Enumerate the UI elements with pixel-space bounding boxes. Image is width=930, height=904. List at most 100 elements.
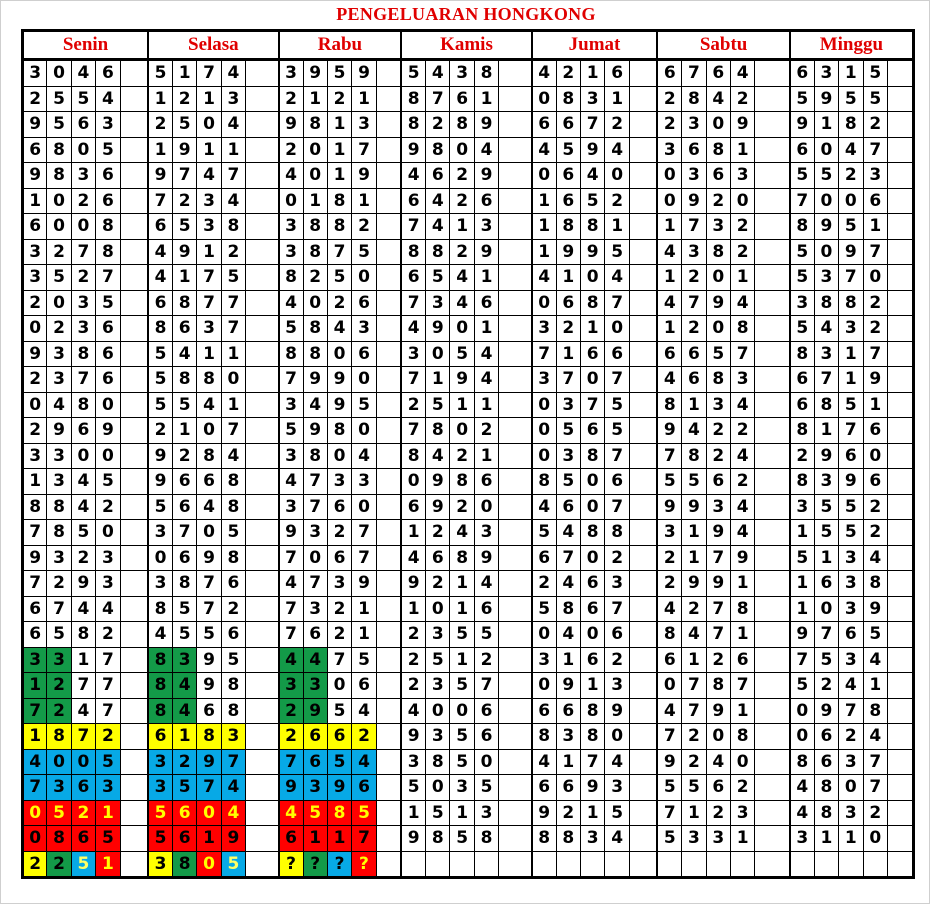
digit-cell: 2 bbox=[681, 264, 707, 291]
spacer-cell bbox=[245, 289, 280, 316]
spacer-cell bbox=[628, 340, 659, 367]
digit-cell: 3 bbox=[580, 85, 606, 112]
digit-cell: 7 bbox=[277, 621, 304, 648]
digit-cell: 6 bbox=[473, 595, 500, 622]
digit-cell: 1 bbox=[813, 544, 840, 571]
digit-cell: 1 bbox=[656, 264, 683, 291]
digit-cell: 4 bbox=[530, 264, 557, 291]
digit-cell: ? bbox=[302, 850, 328, 878]
spacer-cell bbox=[886, 672, 915, 699]
spacer-cell bbox=[375, 468, 403, 495]
digit-cell: 0 bbox=[473, 748, 500, 775]
digit-cell: 3 bbox=[555, 391, 582, 418]
spacer-cell bbox=[628, 391, 659, 418]
digit-cell: 7 bbox=[580, 748, 606, 775]
digit-cell: 6 bbox=[21, 136, 48, 163]
digit-cell: ? bbox=[351, 850, 377, 878]
digit-cell: 5 bbox=[147, 59, 173, 87]
spacer-cell bbox=[754, 748, 791, 775]
digit-cell: 5 bbox=[449, 672, 475, 699]
digit-cell: 1 bbox=[95, 850, 121, 878]
digit-cell: 7 bbox=[555, 366, 582, 393]
spacer-cell bbox=[375, 493, 403, 520]
digit-cell: 2 bbox=[326, 621, 353, 648]
digit-cell: 3 bbox=[425, 723, 451, 750]
day-header-rabu: Rabu bbox=[277, 30, 402, 61]
spacer-cell bbox=[245, 825, 280, 852]
spacer-cell bbox=[498, 315, 533, 342]
spacer-cell bbox=[375, 723, 403, 750]
digit-cell: 8 bbox=[604, 519, 630, 546]
digit-cell: 9 bbox=[196, 544, 222, 571]
spacer-cell bbox=[628, 723, 659, 750]
digit-cell: 0 bbox=[351, 493, 377, 520]
digit-cell: 8 bbox=[70, 340, 97, 367]
digit-cell: 3 bbox=[813, 340, 840, 367]
digit-cell bbox=[656, 850, 683, 878]
spacer-cell bbox=[754, 697, 791, 724]
digit-cell: 6 bbox=[171, 799, 198, 826]
digit-cell: 2 bbox=[681, 723, 707, 750]
spacer-cell bbox=[245, 238, 280, 265]
digit-cell bbox=[838, 850, 864, 878]
digit-cell: 0 bbox=[580, 366, 606, 393]
digit-cell: 2 bbox=[46, 672, 72, 699]
spacer-cell bbox=[886, 59, 915, 87]
digit-cell: 7 bbox=[681, 213, 707, 240]
digit-cell: 7 bbox=[70, 366, 97, 393]
spacer-cell bbox=[245, 799, 280, 826]
digit-cell: 5 bbox=[604, 238, 630, 265]
digit-cell: 1 bbox=[813, 825, 840, 852]
spacer-cell bbox=[754, 59, 791, 87]
digit-cell: 5 bbox=[326, 748, 353, 775]
digit-cell: 7 bbox=[788, 646, 815, 673]
digit-cell: 8 bbox=[705, 238, 731, 265]
digit-cell: 1 bbox=[473, 85, 500, 112]
digit-cell: 2 bbox=[473, 417, 500, 444]
digit-cell: 9 bbox=[838, 238, 864, 265]
spacer-cell bbox=[119, 315, 150, 342]
digit-cell: 4 bbox=[425, 187, 451, 214]
digit-cell: 8 bbox=[449, 468, 475, 495]
digit-cell: 6 bbox=[862, 468, 888, 495]
digit-cell: 7 bbox=[220, 162, 247, 189]
spacer-cell bbox=[245, 570, 280, 597]
digit-cell: 1 bbox=[171, 417, 198, 444]
digit-cell: 8 bbox=[302, 111, 328, 138]
digit-cell: 3 bbox=[147, 850, 173, 878]
digit-cell: 6 bbox=[147, 213, 173, 240]
digit-cell: 9 bbox=[530, 799, 557, 826]
spacer-cell bbox=[628, 442, 659, 469]
digit-cell: 7 bbox=[705, 544, 731, 571]
digit-cell: 3 bbox=[70, 289, 97, 316]
digit-cell: 8 bbox=[813, 289, 840, 316]
digit-cell: 4 bbox=[788, 774, 815, 801]
digit-cell: 0 bbox=[449, 315, 475, 342]
digit-cell: 1 bbox=[449, 799, 475, 826]
digit-cell: 7 bbox=[95, 264, 121, 291]
digit-cell: 0 bbox=[530, 162, 557, 189]
digit-cell: 9 bbox=[147, 442, 173, 469]
digit-cell: 7 bbox=[788, 187, 815, 214]
digit-cell: 2 bbox=[729, 85, 756, 112]
digit-cell: 1 bbox=[70, 646, 97, 673]
digit-cell: 3 bbox=[277, 238, 304, 265]
digit-cell: 2 bbox=[220, 238, 247, 265]
digit-cell bbox=[555, 850, 582, 878]
digit-cell: 5 bbox=[46, 621, 72, 648]
digit-cell: 6 bbox=[580, 570, 606, 597]
digit-cell: 4 bbox=[351, 748, 377, 775]
digit-cell: 6 bbox=[21, 595, 48, 622]
digit-cell: 9 bbox=[729, 544, 756, 571]
digit-cell: 5 bbox=[70, 850, 97, 878]
digit-cell: 8 bbox=[580, 289, 606, 316]
digit-cell: 9 bbox=[326, 366, 353, 393]
digit-cell: 3 bbox=[681, 111, 707, 138]
digit-cell: 9 bbox=[302, 417, 328, 444]
spacer-cell bbox=[886, 799, 915, 826]
